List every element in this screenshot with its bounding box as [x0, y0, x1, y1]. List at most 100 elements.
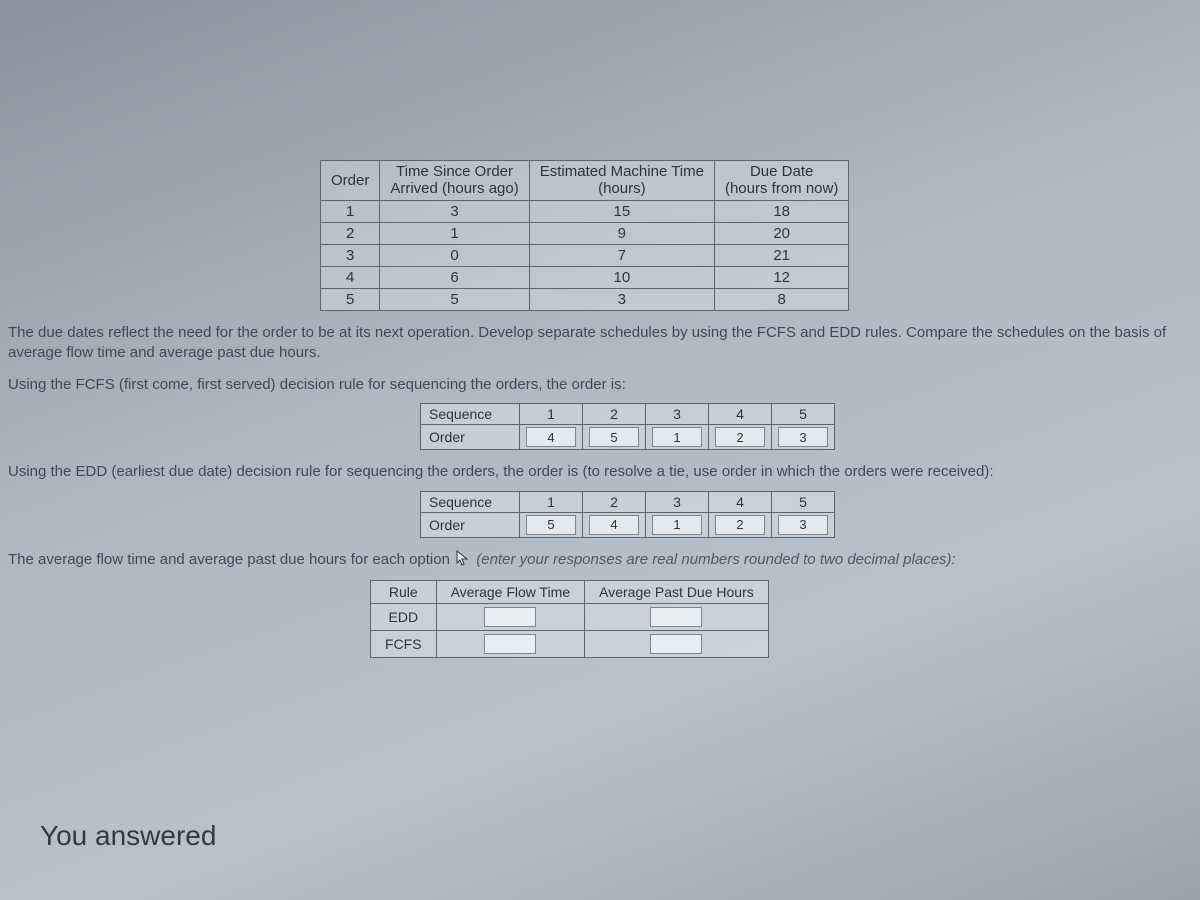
cell-order: 3	[321, 244, 380, 266]
past-cell	[585, 630, 769, 657]
col-due: Due Date (hours from now)	[714, 161, 848, 201]
order-cell	[520, 512, 583, 537]
cell-machine: 15	[529, 200, 714, 222]
fcfs-flow-input[interactable]	[484, 634, 536, 654]
edd-flow-input[interactable]	[484, 607, 536, 627]
results-row-fcfs: FCFS	[371, 630, 769, 657]
cell-arrived: 0	[380, 244, 529, 266]
order-label: Order	[421, 425, 520, 450]
seq-pos: 3	[646, 404, 709, 425]
seq-pos: 5	[772, 404, 835, 425]
results-header-row: Rule Average Flow Time Average Past Due …	[371, 580, 769, 603]
table-row: 3 0 7 21	[321, 244, 849, 266]
para4-text-a: The average flow time and average past d…	[8, 551, 454, 568]
fcfs-order-input-3[interactable]	[652, 427, 702, 447]
order-cell	[772, 425, 835, 450]
instruction-para-fcfs: Using the FCFS (first come, first served…	[8, 375, 1192, 395]
cell-machine: 3	[529, 288, 714, 310]
edd-order-input-2[interactable]	[589, 515, 639, 535]
cell-due: 18	[714, 200, 848, 222]
seq-pos: 4	[709, 491, 772, 512]
edd-order-input-5[interactable]	[778, 515, 828, 535]
col-arrived: Time Since Order Arrived (hours ago)	[380, 161, 529, 201]
results-table: Rule Average Flow Time Average Past Due …	[370, 580, 769, 658]
col-rule: Rule	[371, 580, 437, 603]
past-cell	[585, 603, 769, 630]
order-data-table: Order Time Since Order Arrived (hours ag…	[320, 160, 849, 311]
table-row: 1 3 15 18	[321, 200, 849, 222]
order-cell	[709, 512, 772, 537]
col-past: Average Past Due Hours	[585, 580, 769, 603]
flow-cell	[436, 603, 585, 630]
rule-cell: FCFS	[371, 630, 437, 657]
edd-order-input-1[interactable]	[526, 515, 576, 535]
edd-sequence-table: Sequence 1 2 3 4 5 Order	[420, 491, 835, 538]
edd-order-input-3[interactable]	[652, 515, 702, 535]
order-label: Order	[421, 512, 520, 537]
edd-sequence-wrap: Sequence 1 2 3 4 5 Order	[420, 491, 1200, 538]
cell-order: 5	[321, 288, 380, 310]
seq-pos: 3	[646, 491, 709, 512]
para4-text-b: (enter your responses are real numbers r…	[476, 551, 955, 568]
flow-cell	[436, 630, 585, 657]
seq-pos: 5	[772, 491, 835, 512]
table-header-row: Order Time Since Order Arrived (hours ag…	[321, 161, 849, 201]
seq-pos: 2	[583, 491, 646, 512]
cell-due: 12	[714, 266, 848, 288]
sequence-label: Sequence	[421, 404, 520, 425]
you-answered-heading: You answered	[40, 820, 216, 852]
cursor-icon	[456, 550, 470, 572]
order-input-row: Order	[421, 425, 835, 450]
instruction-para-edd: Using the EDD (earliest due date) decisi…	[8, 462, 1192, 482]
order-cell	[646, 512, 709, 537]
cell-arrived: 3	[380, 200, 529, 222]
col-order: Order	[321, 161, 380, 201]
seq-pos: 2	[583, 404, 646, 425]
cell-due: 8	[714, 288, 848, 310]
col-flow: Average Flow Time	[436, 580, 585, 603]
fcfs-order-input-1[interactable]	[526, 427, 576, 447]
edd-past-input[interactable]	[650, 607, 702, 627]
sequence-header-row: Sequence 1 2 3 4 5	[421, 404, 835, 425]
fcfs-order-input-2[interactable]	[589, 427, 639, 447]
table-row: 5 5 3 8	[321, 288, 849, 310]
seq-pos: 1	[520, 404, 583, 425]
cell-order: 2	[321, 222, 380, 244]
order-cell	[520, 425, 583, 450]
cell-arrived: 1	[380, 222, 529, 244]
cell-order: 4	[321, 266, 380, 288]
cell-due: 21	[714, 244, 848, 266]
table-row: 2 1 9 20	[321, 222, 849, 244]
order-cell	[583, 425, 646, 450]
sequence-label: Sequence	[421, 491, 520, 512]
cell-machine: 9	[529, 222, 714, 244]
cell-arrived: 6	[380, 266, 529, 288]
rule-cell: EDD	[371, 603, 437, 630]
order-cell	[583, 512, 646, 537]
order-cell	[709, 425, 772, 450]
col-machine: Estimated Machine Time (hours)	[529, 161, 714, 201]
order-cell	[646, 425, 709, 450]
results-row-edd: EDD	[371, 603, 769, 630]
fcfs-sequence-wrap: Sequence 1 2 3 4 5 Order	[420, 403, 1200, 450]
fcfs-past-input[interactable]	[650, 634, 702, 654]
cell-due: 20	[714, 222, 848, 244]
sequence-header-row: Sequence 1 2 3 4 5	[421, 491, 835, 512]
cell-machine: 7	[529, 244, 714, 266]
seq-pos: 1	[520, 491, 583, 512]
question-page: Order Time Since Order Arrived (hours ag…	[0, 0, 1200, 658]
fcfs-sequence-table: Sequence 1 2 3 4 5 Order	[420, 403, 835, 450]
order-data-table-wrap: Order Time Since Order Arrived (hours ag…	[320, 160, 960, 311]
instruction-para-results: The average flow time and average past d…	[8, 550, 1192, 572]
order-input-row: Order	[421, 512, 835, 537]
cell-arrived: 5	[380, 288, 529, 310]
cell-order: 1	[321, 200, 380, 222]
seq-pos: 4	[709, 404, 772, 425]
table-row: 4 6 10 12	[321, 266, 849, 288]
cell-machine: 10	[529, 266, 714, 288]
order-cell	[772, 512, 835, 537]
fcfs-order-input-4[interactable]	[715, 427, 765, 447]
edd-order-input-4[interactable]	[715, 515, 765, 535]
fcfs-order-input-5[interactable]	[778, 427, 828, 447]
instruction-para-1: The due dates reflect the need for the o…	[8, 323, 1192, 364]
